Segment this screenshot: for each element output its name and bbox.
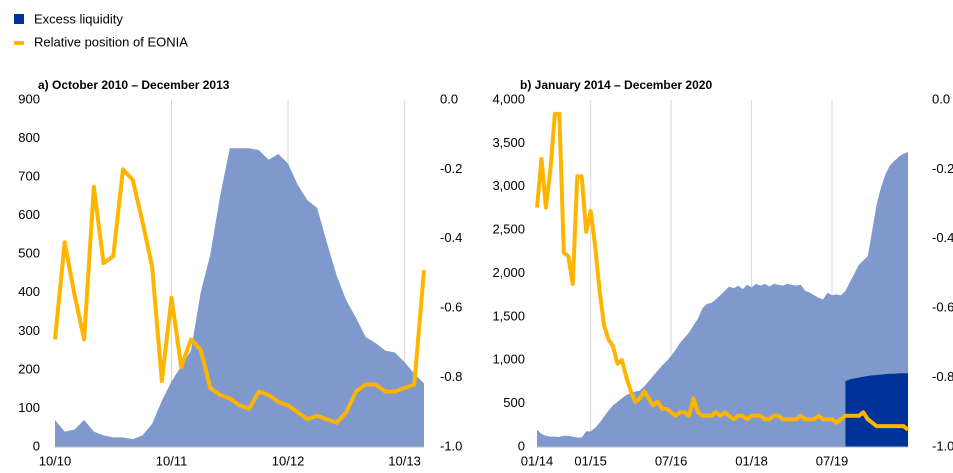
y2-tick-label: -0.2 [440,161,462,176]
y-tick-label: 3,500 [492,135,525,150]
y-tick-label: 0 [33,438,40,453]
y-tick-label: 2,000 [492,265,525,280]
chart-title: b) January 2014 – December 2020 [520,78,712,92]
y2-tick-label: -0.4 [932,230,953,245]
legend-label: Excess liquidity [34,11,123,26]
y2-tick-label: 0.0 [440,91,458,106]
y-tick-label: 800 [18,130,40,145]
y-tick-label: 3,000 [492,178,525,193]
legend-label: Relative position of EONIA [34,34,188,49]
x-tick-label: 10/12 [272,453,305,468]
x-tick-label: 01/18 [735,453,768,468]
legend-swatch [14,14,24,24]
y2-tick-label: -1.0 [932,438,953,453]
y2-tick-label: -0.8 [440,369,462,384]
x-tick-label: 10/11 [156,453,188,468]
x-tick-label: 10/13 [388,453,421,468]
y-tick-label: 600 [18,207,40,222]
y-tick-label: 100 [18,400,40,415]
x-tick-label: 01/14 [521,453,554,468]
y2-tick-label: -0.4 [440,230,462,245]
x-tick-label: 07/16 [655,453,688,468]
y-tick-label: 400 [18,284,40,299]
area [55,148,424,447]
y-tick-label: 900 [18,91,40,106]
area [537,152,908,448]
y-tick-label: 500 [503,395,525,410]
y-tick-label: 700 [18,169,40,184]
y2-tick-label: -0.6 [440,300,462,315]
line [53,167,426,425]
y-tick-label: 500 [18,246,40,261]
y2-tick-label: -1.0 [440,438,462,453]
y-tick-label: 300 [18,323,40,338]
y-tick-label: 4,000 [492,91,525,106]
area [845,373,908,447]
x-tick-label: 07/19 [816,453,849,468]
chart-title: a) October 2010 – December 2013 [38,78,230,92]
y2-tick-label: -0.8 [932,369,953,384]
y2-tick-label: -0.6 [932,300,953,315]
line [535,111,910,432]
y-tick-label: 1,000 [492,352,525,367]
y-tick-label: 1,500 [492,308,525,323]
y2-tick-label: -0.2 [932,161,953,176]
y-tick-label: 2,500 [492,222,525,237]
x-tick-label: 01/15 [574,453,607,468]
y2-tick-label: 0.0 [932,91,950,106]
y-tick-label: 0 [518,438,525,453]
x-tick-label: 10/10 [39,453,72,468]
y-tick-label: 200 [18,361,40,376]
